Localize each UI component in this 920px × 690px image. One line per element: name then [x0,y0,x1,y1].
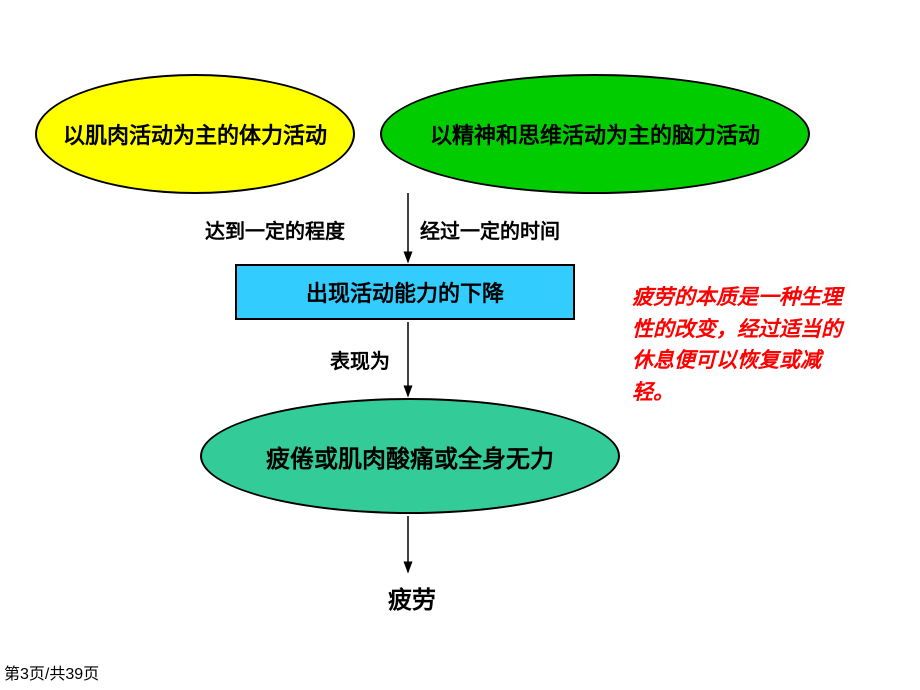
node-mental-activity-label: 以精神和思维活动为主的脑力活动 [430,118,760,150]
edge-label-time: 经过一定的时间 [420,215,560,244]
node-physical-activity: 以肌肉活动为主的体力活动 [35,74,355,194]
sidenote-fatigue-essence: 疲劳的本质是一种生理性的改变，经过适当的休息便可以恢复或减轻。 [632,282,852,408]
node-fatigue: 疲劳 [388,580,436,615]
node-symptoms-label: 疲倦或肌肉酸痛或全身无力 [266,439,554,474]
node-ability-decline: 出现活动能力的下降 [235,264,575,320]
node-mental-activity: 以精神和思维活动为主的脑力活动 [380,74,810,194]
node-physical-activity-label: 以肌肉活动为主的体力活动 [63,118,327,150]
edge-label-manifest: 表现为 [330,345,390,374]
node-fatigue-label: 疲劳 [388,587,436,614]
edge-label-degree: 达到一定的程度 [205,215,345,244]
node-ability-decline-label: 出现活动能力的下降 [306,276,504,308]
node-symptoms: 疲倦或肌肉酸痛或全身无力 [200,398,620,514]
page-indicator: 第3页/共39页 [4,660,99,684]
diagram-canvas: 以肌肉活动为主的体力活动 以精神和思维活动为主的脑力活动 出现活动能力的下降 疲… [0,0,920,690]
